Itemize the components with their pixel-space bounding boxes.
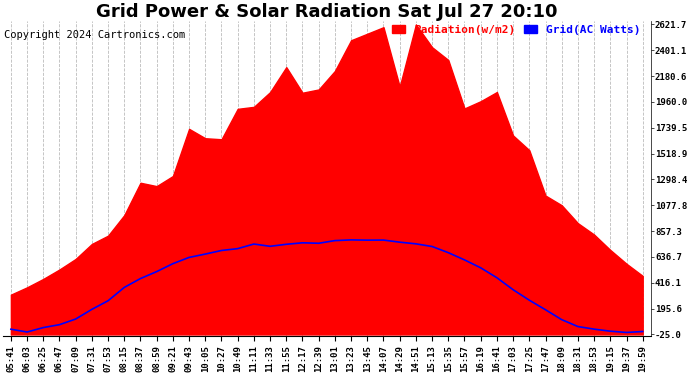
Text: Copyright 2024 Cartronics.com: Copyright 2024 Cartronics.com bbox=[4, 30, 186, 40]
Legend: Radiation(w/m2), Grid(AC Watts): Radiation(w/m2), Grid(AC Watts) bbox=[387, 20, 645, 39]
Title: Grid Power & Solar Radiation Sat Jul 27 20:10: Grid Power & Solar Radiation Sat Jul 27 … bbox=[96, 3, 558, 21]
